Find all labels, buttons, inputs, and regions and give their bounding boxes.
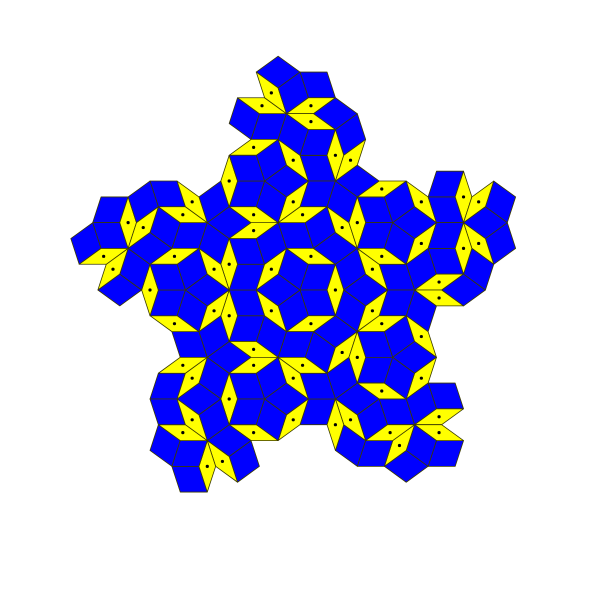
thin-rhombus-tile <box>149 263 186 291</box>
thin-rhombus-tile <box>228 398 265 426</box>
tile-center-dot <box>437 415 441 419</box>
tile-center-dot <box>190 200 194 204</box>
tile-center-dot <box>477 200 481 204</box>
tile-center-dot <box>380 187 384 191</box>
tile-center-dot <box>291 200 295 204</box>
tile-center-dot <box>291 158 295 162</box>
thin-rhombus-tile <box>228 154 265 182</box>
tile-center-dot <box>172 254 177 258</box>
thin-rhombus-tile <box>383 356 415 400</box>
tile-center-dot <box>212 267 216 271</box>
tile-center-dot <box>269 267 273 271</box>
tile-center-dot <box>269 309 273 313</box>
tile-center-dot <box>380 322 384 326</box>
tile-center-dot <box>340 350 344 355</box>
tile-center-dot <box>380 254 384 258</box>
tile-center-dot <box>437 296 441 300</box>
tile-center-dot <box>333 288 338 292</box>
tile-center-dot <box>380 389 384 393</box>
tile-center-dot <box>252 347 256 351</box>
tile-center-dot <box>309 254 313 258</box>
tile-center-dot <box>309 322 313 326</box>
tile-center-dot <box>111 267 115 271</box>
tile-center-dot <box>190 376 194 380</box>
tile-center-dot <box>141 225 145 230</box>
tile-center-dot <box>355 221 359 225</box>
tile-center-dot <box>437 431 441 435</box>
tile-center-dot <box>102 254 106 258</box>
tile-center-dot <box>252 213 256 217</box>
tile-center-dot <box>227 179 231 183</box>
tile-center-dot <box>300 363 305 367</box>
tile-center-dot <box>205 464 209 468</box>
tile-center-dot <box>252 431 256 435</box>
tile-center-dot <box>269 91 273 95</box>
tile-center-dot <box>477 241 481 246</box>
tile-center-dot <box>388 431 392 435</box>
tile-center-dot <box>419 241 423 246</box>
tile-center-dot <box>126 221 130 225</box>
tile-center-dot <box>370 267 375 271</box>
tile-center-dot <box>309 104 313 108</box>
tile-center-dot <box>212 309 216 313</box>
tile-center-dot <box>227 262 231 266</box>
marker-layer <box>102 91 481 468</box>
tile-center-dot <box>172 322 177 326</box>
tile-center-dot <box>148 288 152 292</box>
tile-center-dot <box>252 363 256 367</box>
tile-center-dot <box>348 158 353 162</box>
tile-center-dot <box>227 397 231 401</box>
tile-center-dot <box>461 195 466 199</box>
tile-center-dot <box>309 120 313 124</box>
tile-center-dot <box>355 355 359 359</box>
tile-center-dot <box>461 246 466 250</box>
tile-center-dot <box>181 431 185 435</box>
tile-center-dot <box>291 418 295 422</box>
tile-layer <box>70 55 517 493</box>
tile-center-dot <box>333 423 338 427</box>
tile-center-dot <box>333 153 338 157</box>
tile-center-dot <box>437 280 441 284</box>
tile-center-dot <box>291 376 295 380</box>
tile-center-dot <box>419 200 423 204</box>
tile-center-dot <box>252 145 256 149</box>
tile-center-dot <box>300 213 305 217</box>
thin-rhombus-tile <box>392 206 437 239</box>
tile-center-dot <box>227 314 231 318</box>
tile-center-dot <box>419 376 423 380</box>
tile-center-dot <box>348 418 353 422</box>
tile-center-dot <box>181 213 185 217</box>
tile-center-dot <box>397 443 402 448</box>
tile-center-dot <box>190 418 194 422</box>
tile-center-dot <box>181 363 185 367</box>
tile-center-dot <box>340 225 344 230</box>
tile-center-dot <box>220 459 225 464</box>
tile-center-dot <box>370 309 375 313</box>
tile-center-dot <box>260 104 264 108</box>
tile-center-dot <box>419 334 423 339</box>
tile-center-dot <box>252 229 256 233</box>
